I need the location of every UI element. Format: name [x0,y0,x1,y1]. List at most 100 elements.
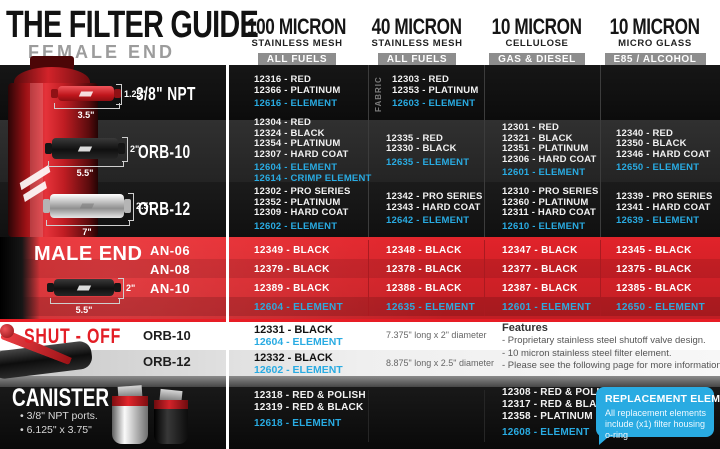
micron-rating-text: 100 MICRON [247,14,347,39]
dimension-line [54,103,120,109]
element-list: 12604 - ELEMENT 12614 - CRIMP ELEMENT [254,162,372,184]
fuel-badge: ALL FUELS [257,53,337,67]
element-number: 12614 - CRIMP ELEMENT [254,172,372,184]
part-list: 12302 - PRO SERIES 12352 - PLATINUM 12309 … [254,186,366,219]
bottle-gloss [30,83,43,237]
part-number: 12341 - HARD COAT [616,201,711,213]
part-number: 12389 - BLACK [254,283,330,294]
part-number: 12317 - RED & BLACK [502,399,612,410]
bottle-shoulder [14,67,90,85]
column-divider [484,240,485,316]
parts-cell: 12339 - PRO SERIES 12341 - HARD COAT 1263… [616,182,718,237]
micron-rating-text: 40 MICRON [372,14,462,39]
column-divider [368,240,369,316]
element-number: 12650 - ELEMENT [616,162,700,173]
parts-cell: 12303 - RED 12353 - PLATINUM 12603 - ELEM… [392,65,492,120]
valve-knob [0,324,14,338]
part-number: 12310 - PRO SERIES [502,186,599,197]
male-fitting-photo [0,237,40,319]
fuel-badge: GAS & DIESEL [489,53,585,67]
part-number: 12358 - PLATINUM [502,411,593,422]
part-number: 12360 - PLATINUM [502,196,589,208]
part-number: 12351 - PLATINUM [502,143,589,155]
part-number: 12304 - RED [254,117,312,128]
row-label-npt: 3/8" NPT [136,84,215,105]
micron-rating: 40 MICRON [352,16,482,38]
dimension-height: 2" [126,283,136,293]
label-column-divider [226,65,229,449]
part-number: 12319 - RED & BLACK [254,402,364,413]
part-number: 12375 - BLACK [616,264,692,275]
page-title-text: THE FILTER GUIDE [6,4,259,46]
part-number: 12347 - BLACK [502,245,578,256]
part-number: 12301 - RED [502,122,560,134]
filter-photo-chrome [43,194,131,218]
size-label-orb10: ORB-10 [143,328,191,343]
part-number: 12350 - BLACK [616,138,687,149]
dimensions-text: 7.375" long x 2" diameter [386,330,487,340]
part-number: 12345 - BLACK [616,245,692,256]
element-number: 12601 - ELEMENT [502,167,586,179]
micron-rating: 100 MICRON [232,16,362,38]
element-list: 12618 - ELEMENT [254,418,366,430]
part-list: 12339 - PRO SERIES 12341 - HARD COAT [616,192,718,213]
part-number: 12316 - RED [254,74,312,86]
canister-heading-text: CANISTER [12,384,110,412]
part-list: 12310 - PRO SERIES 12360 - PLATINUM 12311 … [502,186,602,219]
logo-mark-icon [79,203,95,209]
parts-cell: 12310 - PRO SERIES 12360 - PLATINUM 12311 … [502,182,602,237]
part-list: 12301 - RED 12321 - BLACK 12351 - PLATINUM… [502,123,602,165]
dimension-length: 3.5" [77,110,95,120]
row-label-text: ORB-10 [138,142,191,162]
column-header-10-micron-cellulose: 10 MICRON CELLULOSE GAS & DIESEL [472,16,602,67]
part-number: 12307 - HARD COAT [254,148,349,160]
part-number: 12378 - BLACK [386,264,462,275]
element-list: 12642 - ELEMENT [386,216,486,227]
canister-heading: CANISTER [12,384,140,413]
part-number: 12349 - BLACK [254,245,330,256]
canister-photo-black [154,400,188,444]
element-list: 12635 - ELEMENT [386,157,486,169]
part-number: 12331 - BLACK [254,324,333,336]
part-number: 12343 - HARD COAT [386,201,481,213]
spec-item: • 6.125" x 3.75" [20,424,92,436]
dimensions-text: 8.875" long x 2.5" diameter [386,358,494,368]
part-number: 12385 - BLACK [616,283,692,294]
parts-cell: 12302 - PRO SERIES 12352 - PLATINUM 12309 … [254,182,366,237]
part-number: 12342 - PRO SERIES [386,191,483,203]
shutoff-valve-photo [0,322,110,380]
section-transition-bar [0,376,720,387]
column-header-100-micron: 100 MICRON STAINLESS MESH ALL FUELS [232,16,362,67]
dimension-line [48,161,124,167]
part-list: 12318 - RED & POLISH 12319 - RED & BLACK [254,390,366,414]
part-number: 12339 - PRO SERIES [616,191,713,203]
row-stripe [0,259,720,278]
column-divider [368,390,369,442]
part-number: 12346 - HARD COAT [616,148,711,160]
part-number: 12366 - PLATINUM [254,84,341,96]
media-type: MICRO GLASS [618,38,692,49]
micron-rating: 10 MICRON [472,16,602,38]
callout-body: All replacement elements include (x1) fi… [605,408,707,440]
row-stripe [0,350,720,376]
row-stripe [0,297,720,316]
canister-photo-silver [112,396,148,444]
element-list: 12601 - ELEMENT [502,168,602,179]
filter-photo-black [47,279,121,296]
media-type: CELLULOSE [505,38,569,49]
part-list: 12304 - RED 12324 - BLACK 12354 - PLATINUM… [254,117,366,160]
dimension-line [128,193,134,221]
an-size-label: AN-10 [150,281,191,296]
part-number: 12387 - BLACK [502,283,578,294]
fuel-badge: ALL FUELS [377,53,457,67]
parts-cell: 12340 - RED 12350 - BLACK 12346 - HARD COA… [616,120,718,182]
part-number: 12352 - PLATINUM [254,196,341,208]
parts-cell: 12335 - RED 12330 - BLACK 12635 - ELEMENT [386,120,486,182]
element-list: 12650 - ELEMENT [616,162,718,174]
part-number: 12306 - HARD COAT [502,153,597,165]
features-list: - Proprietary stainless steel shutoff va… [502,335,720,373]
element-number: 12650 - ELEMENT [616,302,705,313]
